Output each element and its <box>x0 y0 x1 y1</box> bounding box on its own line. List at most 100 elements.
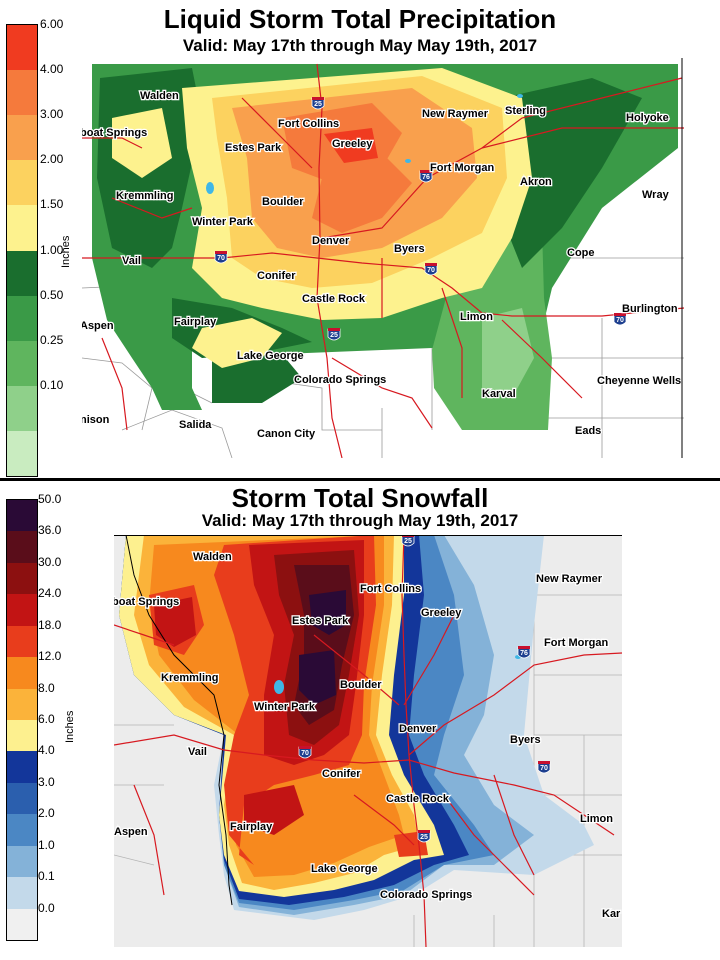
colorbar-swatch <box>7 205 37 251</box>
city-label: nison <box>82 414 110 426</box>
colorbar-label: 30.0 <box>38 554 62 569</box>
colorbar-label: 1.0 <box>38 837 55 852</box>
city-label: Castle Rock <box>386 793 450 805</box>
city-label: New Raymer <box>422 108 489 120</box>
city-label: Kar <box>602 908 621 920</box>
city-label: Salida <box>179 419 212 431</box>
city-label: Kremmling <box>161 672 218 684</box>
colorbar-label: 6.00 <box>40 17 64 31</box>
city-label: Colorado Springs <box>380 889 472 901</box>
city-label: Byers <box>510 734 541 746</box>
city-label: Lake George <box>311 863 378 875</box>
city-label: Holyoke <box>626 112 669 124</box>
snow-title: Storm Total Snowfall <box>231 483 489 513</box>
city-label: Wray <box>642 189 670 201</box>
interstate-shield-icon: 70 <box>537 761 551 774</box>
colorbar-label: 36.0 <box>38 523 62 538</box>
city-label: Kremmling <box>116 190 173 202</box>
colorbar-swatch <box>7 340 37 387</box>
colorbar-label: 4.0 <box>38 743 55 758</box>
city-label: Fort Morgan <box>544 637 608 649</box>
city-label: Walden <box>140 90 179 102</box>
svg-text:25: 25 <box>314 101 322 108</box>
colorbar-label: 0.10 <box>40 377 64 392</box>
city-label: Sterling <box>505 105 546 117</box>
colorbar-swatch <box>7 160 37 206</box>
colorbar-swatch <box>7 295 37 342</box>
colorbar-label: 3.0 <box>38 774 55 789</box>
colorbar-swatch <box>7 908 37 941</box>
interstate-shield-icon: 70 <box>214 251 228 264</box>
city-label: Fort Morgan <box>430 162 494 174</box>
interstate-shield-icon: 25 <box>401 535 415 547</box>
city-label: Burlington <box>622 303 678 315</box>
city-label: Cheyenne Wells <box>597 375 681 387</box>
colorbar-swatch <box>7 782 37 815</box>
city-label: Limon <box>580 813 613 825</box>
colorbar-swatch <box>7 688 37 721</box>
colorbar-label: 8.0 <box>38 680 55 695</box>
colorbar-label: 12.0 <box>38 649 62 664</box>
colorbar-swatch <box>7 877 37 910</box>
city-label: Winter Park <box>254 701 316 713</box>
city-label: Aspen <box>114 826 148 838</box>
precipitation-panel: Liquid Storm Total Precipitation Valid: … <box>0 4 720 481</box>
city-label: Fort Collins <box>360 583 421 595</box>
colorbar-swatch <box>7 385 37 432</box>
city-label: Lake George <box>237 350 304 362</box>
interstate-shield-icon: 70 <box>424 263 438 276</box>
colorbar-label: 1.00 <box>40 242 64 257</box>
interstate-shield-icon: 70 <box>613 313 627 326</box>
city-label: Fort Collins <box>278 118 339 130</box>
colorbar-swatch <box>7 625 37 658</box>
colorbar-label: 0.1 <box>38 869 55 884</box>
svg-text:70: 70 <box>217 255 225 262</box>
city-label: New Raymer <box>536 573 603 585</box>
colorbar-swatch <box>7 594 37 627</box>
city-label: Eads <box>575 425 601 437</box>
colorbar-label: 4.00 <box>40 62 64 77</box>
colorbar-swatch <box>7 500 37 532</box>
city-label: Castle Rock <box>302 293 366 305</box>
city-label: boat Springs <box>114 596 179 608</box>
svg-text:25: 25 <box>330 332 338 339</box>
interstate-shield-icon: 25 <box>417 830 431 843</box>
colorbar-swatch <box>7 814 37 847</box>
svg-text:76: 76 <box>422 174 430 181</box>
city-label: Estes Park <box>225 142 282 154</box>
interstate-shield-icon: 25 <box>311 97 325 110</box>
city-label: Estes Park <box>292 615 349 627</box>
city-label: Conifer <box>257 270 296 282</box>
colorbar-label: 24.0 <box>38 586 62 601</box>
interstate-shield-icon: 76 <box>517 646 531 659</box>
colorbar-label: 0.50 <box>40 287 64 302</box>
city-label: Greeley <box>332 138 373 150</box>
precip-colorbar <box>6 24 38 477</box>
colorbar-label: 1.50 <box>40 197 64 212</box>
city-label: Canon City <box>257 428 316 440</box>
colorbar-swatch <box>7 531 37 564</box>
city-label: Greeley <box>421 607 462 619</box>
interstate-shield-icon: 25 <box>327 328 341 341</box>
city-label: Byers <box>394 243 425 255</box>
colorbar-swatch <box>7 430 37 477</box>
svg-text:70: 70 <box>301 750 309 757</box>
city-label: Conifer <box>322 768 361 780</box>
colorbar-label: 0.25 <box>40 332 64 347</box>
precip-title: Liquid Storm Total Precipitation <box>163 4 557 34</box>
city-label: Fairplay <box>174 316 217 328</box>
colorbar-label: 50.0 <box>38 492 62 506</box>
colorbar-swatch <box>7 25 37 71</box>
city-label: Boulder <box>340 679 382 691</box>
svg-text:76: 76 <box>520 650 528 657</box>
svg-text:70: 70 <box>616 317 624 324</box>
colorbar-label: 18.0 <box>38 617 62 632</box>
colorbar-swatch <box>7 250 37 297</box>
colorbar-label: 2.00 <box>40 152 64 167</box>
precipitation-map: 25 76 70 70 25 70 Walden boat Springs Fort Coll… <box>82 58 684 458</box>
city-label: Vail <box>122 255 141 267</box>
city-label: Fairplay <box>230 821 273 833</box>
colorbar-swatch <box>7 720 37 752</box>
colorbar-label: 0.0 <box>38 900 55 915</box>
